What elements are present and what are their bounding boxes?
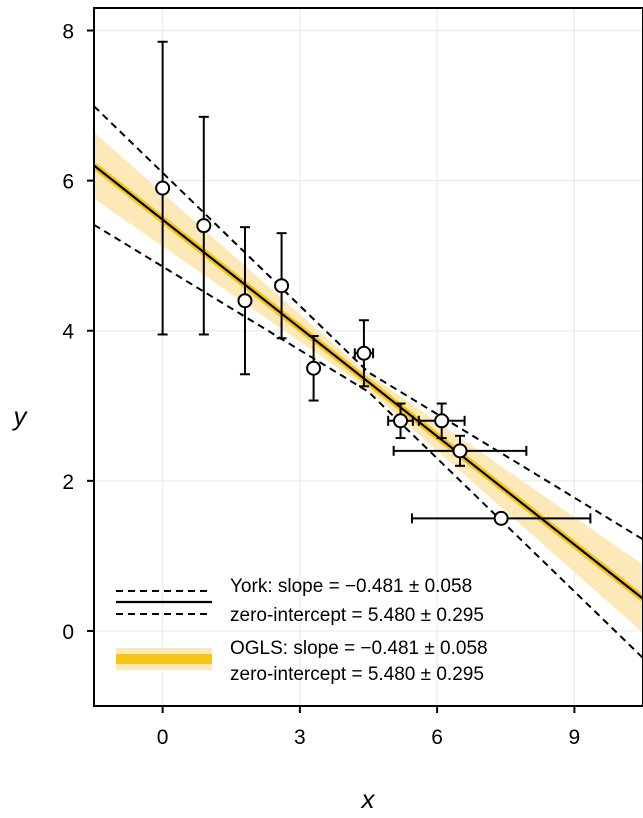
- x-tick-label: 6: [431, 726, 443, 749]
- legend: York: slope = −0.481 ± 0.058 zero-interc…: [116, 576, 488, 685]
- legend-ogls-line: [116, 654, 212, 664]
- data-point: [493, 510, 509, 526]
- data-point: [434, 413, 450, 429]
- legend-ogls-slope: OGLS: slope = −0.481 ± 0.058: [230, 638, 488, 659]
- data-point: [237, 293, 253, 309]
- x-axis-label: x: [360, 784, 376, 814]
- x-tick-label: 3: [294, 726, 306, 749]
- x-tick-label: 0: [157, 726, 169, 749]
- y-axis-label: y: [12, 401, 29, 431]
- y-tick-label: 8: [62, 21, 74, 44]
- axis-ticks: 0 3 6 9 0 2 4 6 8: [62, 21, 580, 749]
- data-point: [306, 360, 322, 376]
- data-point: [196, 218, 212, 234]
- data-markers: [155, 180, 509, 526]
- y-tick-label: 6: [62, 171, 74, 194]
- york-envelope-lower: [94, 223, 643, 659]
- plot-frame: [93, 7, 643, 707]
- data-point: [393, 413, 409, 429]
- data-point: [452, 443, 468, 459]
- legend-york-slope: York: slope = −0.481 ± 0.058: [230, 576, 472, 597]
- data-point: [356, 345, 372, 361]
- york-fit-line: [94, 164, 643, 600]
- legend-ogls-intercept: zero-intercept = 5.480 ± 0.295: [230, 664, 484, 685]
- y-tick-label: 2: [62, 471, 74, 494]
- legend-york-intercept: zero-intercept = 5.480 ± 0.295: [230, 605, 484, 626]
- data-point: [274, 278, 290, 294]
- y-tick-label: 4: [62, 321, 74, 344]
- gridlines: [94, 8, 643, 706]
- x-tick-label: 9: [569, 726, 581, 749]
- y-tick-label: 0: [62, 621, 74, 644]
- data-point: [155, 180, 171, 196]
- fit-lines: [94, 105, 643, 659]
